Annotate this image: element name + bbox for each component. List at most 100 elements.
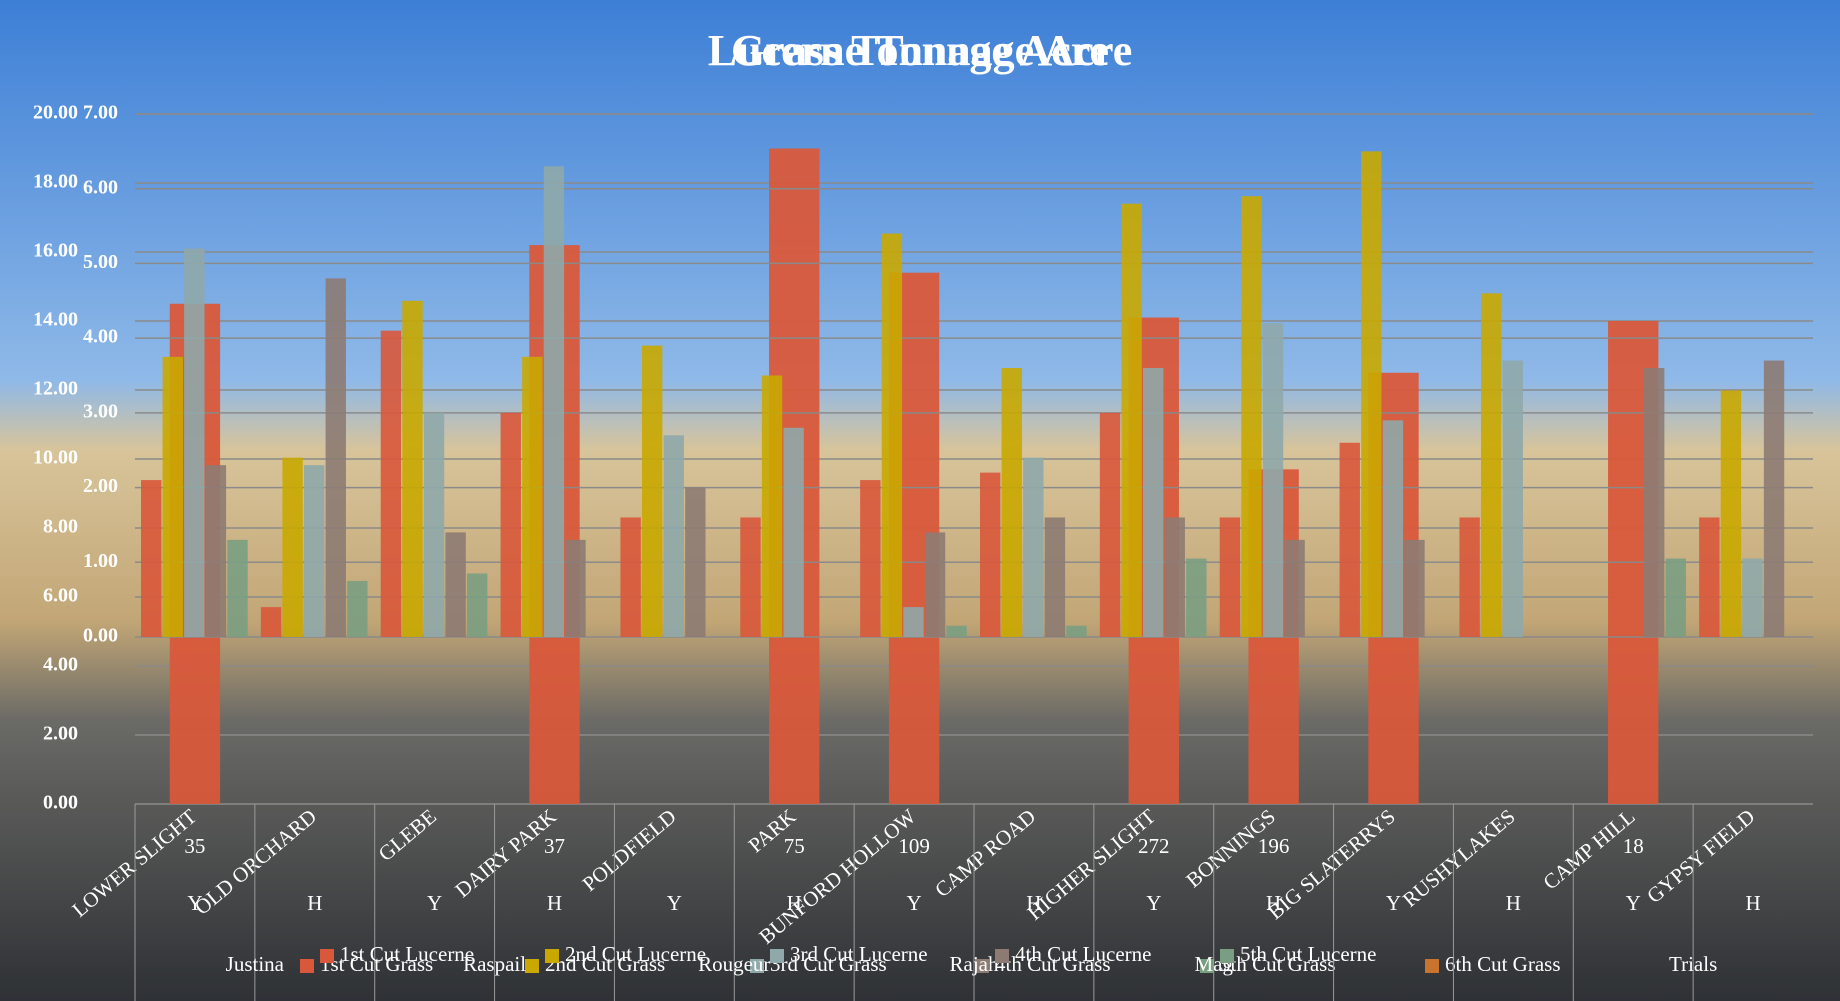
bar [761, 375, 783, 637]
bar [347, 580, 368, 637]
y-tick-label: 4.00 [83, 326, 118, 348]
legend-swatch [1200, 959, 1214, 973]
x-tick-label: Y [1626, 891, 1641, 915]
bar [1066, 625, 1087, 637]
sample-count: 18 [1623, 834, 1644, 858]
legend-label: 2nd Cut Grass [545, 952, 665, 976]
bar [1164, 517, 1185, 637]
y-tick-label: 0.00 [83, 625, 118, 647]
bar [663, 435, 684, 637]
bar [1284, 539, 1305, 637]
x-tick-label: H [307, 891, 322, 915]
y-tick-label: 7.00 [83, 102, 118, 124]
legend-swatch [750, 959, 764, 973]
sample-count: 35 [184, 834, 205, 858]
y-tick-label: 6.00 [83, 176, 118, 198]
y-tick-label: 8.00 [43, 516, 78, 538]
bar [1241, 196, 1262, 637]
bar [924, 532, 946, 637]
bar [1404, 539, 1425, 637]
bar [685, 487, 706, 637]
x-tick-label: H [1026, 891, 1041, 915]
x-tick-label: Y [667, 891, 682, 915]
legend-swatch [1220, 949, 1234, 963]
bar [1186, 558, 1207, 637]
bar [445, 532, 466, 637]
bar [1339, 442, 1360, 637]
group-label: Justina [226, 952, 285, 976]
bar [860, 480, 881, 637]
sample-count: 196 [1258, 834, 1290, 858]
bar [1044, 517, 1066, 637]
sample-count: 75 [784, 834, 805, 858]
y-tick-label: 1.00 [83, 550, 118, 572]
y-tick-label: 6.00 [43, 585, 78, 607]
bar [641, 345, 663, 637]
bar [184, 248, 205, 637]
bar [162, 356, 183, 637]
bar [1121, 203, 1142, 637]
y-tick-label: 2.00 [43, 723, 78, 745]
x-tick-label: Y [1386, 891, 1401, 915]
legend-swatch [320, 949, 334, 963]
y-tick-label: 18.00 [33, 171, 78, 193]
bar [1099, 412, 1121, 637]
legend-label: 1st Cut Lucerne [340, 942, 474, 966]
legend-label: 5th Cut Lucerne [1240, 942, 1376, 966]
bar [1219, 517, 1241, 637]
bar [140, 480, 162, 637]
bar [740, 517, 761, 637]
legend-swatch [545, 949, 559, 963]
legend-swatch [995, 949, 1009, 963]
y-tick-label: 16.00 [33, 240, 78, 262]
bar [423, 412, 445, 637]
bar [303, 465, 325, 637]
bar [282, 457, 303, 637]
bar [522, 356, 543, 637]
bar [881, 233, 903, 638]
y-tick-label: 0.00 [43, 792, 78, 814]
legend-swatch [975, 959, 989, 973]
bar [1720, 390, 1742, 637]
bar [1480, 293, 1502, 637]
legend-label: 3rd Cut Lucerne [790, 942, 928, 966]
y-tick-label: 3.00 [83, 400, 118, 422]
bar [260, 607, 282, 637]
bar [380, 330, 402, 637]
y-tick-label: 10.00 [33, 447, 78, 469]
y-tick-label: 2.00 [83, 475, 118, 497]
bar [467, 573, 488, 637]
bar [620, 517, 641, 637]
legend-label: 4th Cut Grass [995, 952, 1111, 976]
bar [500, 412, 521, 637]
x-tick-label: H [547, 891, 562, 915]
group-label: Raspail [463, 952, 526, 976]
legend-label: 3rd Cut Grass [770, 952, 887, 976]
bar [1763, 360, 1785, 637]
x-tick-label: H [787, 891, 802, 915]
legend-label: 2nd Cut Lucerne [565, 942, 706, 966]
bar [205, 465, 227, 637]
x-tick-label: H [1266, 891, 1281, 915]
legend-swatch [300, 959, 314, 973]
bar [402, 300, 423, 637]
legend-swatch [525, 959, 539, 973]
bar [1262, 323, 1284, 637]
bar [1361, 151, 1382, 637]
bar [1699, 517, 1720, 637]
bar [946, 625, 967, 637]
bar [227, 539, 248, 637]
group-label: Rajah [950, 952, 999, 976]
bar [1742, 558, 1763, 637]
bar [903, 607, 924, 637]
bar [1665, 558, 1686, 637]
x-tick-label: H [1506, 891, 1521, 915]
sample-count: 37 [544, 834, 565, 858]
x-tick-label: Y [427, 891, 442, 915]
legend-swatch [1425, 959, 1439, 973]
y-tick-label: 20.00 [33, 102, 78, 124]
y-tick-label: 14.00 [33, 309, 78, 331]
legend-label: 1st Cut Grass [320, 952, 433, 976]
bar [565, 539, 586, 637]
